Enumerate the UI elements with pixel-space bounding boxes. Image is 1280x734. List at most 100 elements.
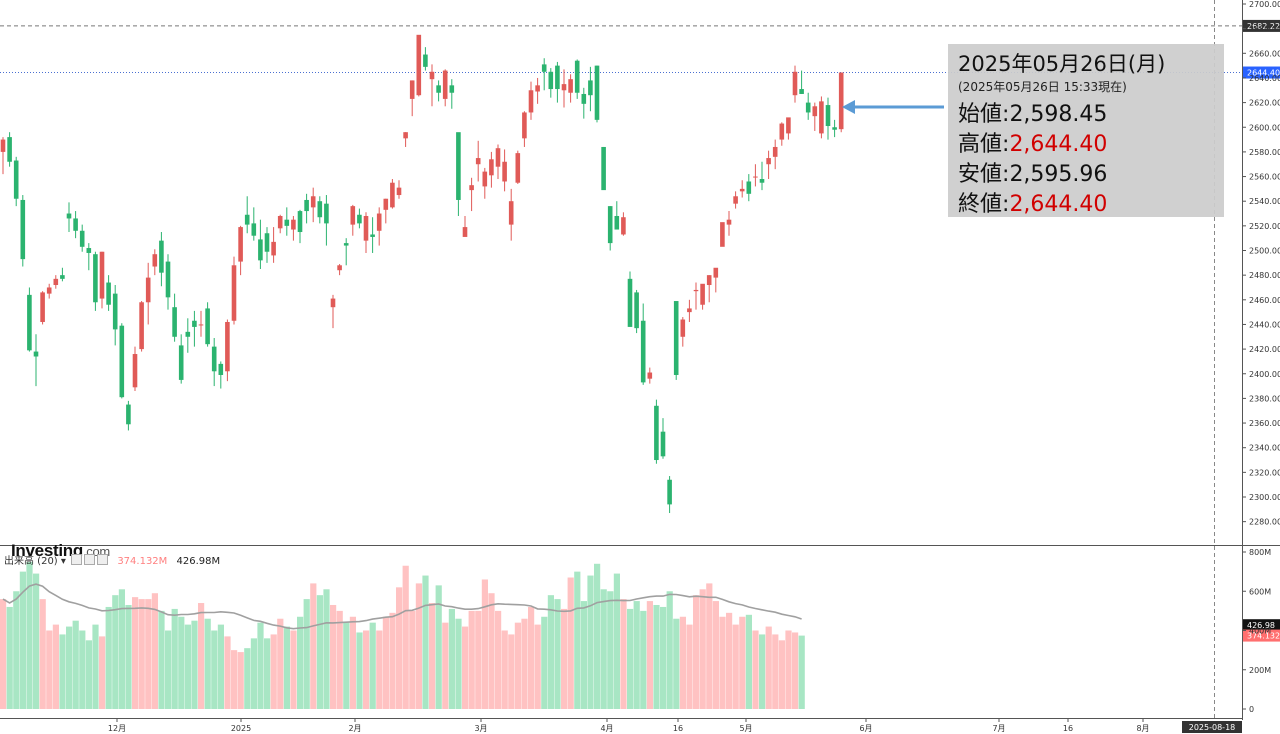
candle-body bbox=[792, 71, 798, 96]
close-icon[interactable] bbox=[97, 554, 109, 565]
volume-bar bbox=[178, 616, 185, 709]
volume-bar bbox=[145, 599, 152, 709]
time-tick-label: 3月 bbox=[474, 724, 487, 733]
candle-body bbox=[799, 89, 804, 94]
volume-bar bbox=[547, 595, 554, 709]
candle-body bbox=[99, 251, 105, 299]
candle-body bbox=[502, 161, 507, 182]
candle-body bbox=[522, 112, 527, 139]
volume-bar bbox=[686, 624, 693, 709]
volume-bar bbox=[290, 630, 297, 709]
volume-bar bbox=[541, 616, 548, 709]
info-open-row: 始値:2,598.45 bbox=[958, 96, 1107, 128]
volume-bar bbox=[151, 593, 158, 709]
volume-bar bbox=[429, 603, 436, 709]
candle-body bbox=[291, 219, 296, 230]
candle-body bbox=[423, 54, 428, 67]
time-tick-label: 16 bbox=[1063, 724, 1073, 733]
info-low-label: 安値 bbox=[958, 162, 1003, 187]
volume-bar bbox=[26, 561, 33, 709]
info-close-row: 終値:2,644.40 bbox=[958, 186, 1107, 218]
candle-body bbox=[832, 127, 837, 130]
candle-body bbox=[555, 65, 560, 90]
volume-bar bbox=[343, 622, 350, 709]
candle-body bbox=[779, 123, 785, 140]
volume-bar bbox=[323, 589, 330, 709]
volume-bar bbox=[125, 604, 132, 709]
time-tick-label: 2025 bbox=[231, 724, 251, 733]
volume-bar bbox=[369, 622, 376, 709]
volume-bar bbox=[237, 652, 244, 709]
time-tick-label: 4月 bbox=[600, 724, 613, 733]
candle-body bbox=[449, 85, 455, 93]
candle-body bbox=[786, 117, 791, 134]
info-open-value: 2,598.45 bbox=[1009, 102, 1108, 127]
info-sep: : bbox=[1002, 192, 1010, 217]
price-tick-label: 2480.00 bbox=[1249, 271, 1280, 280]
candle-body bbox=[607, 206, 613, 244]
candle-body bbox=[462, 227, 468, 237]
candle-body bbox=[119, 325, 125, 398]
candle-body bbox=[244, 214, 250, 225]
price-tick-label: 2540.00 bbox=[1249, 197, 1280, 206]
volume-last-label-bg bbox=[1243, 629, 1280, 642]
settings-icon[interactable] bbox=[84, 554, 96, 565]
volume-bar bbox=[528, 606, 535, 709]
volume-bar bbox=[191, 620, 198, 709]
candle-body bbox=[343, 243, 349, 246]
volume-bar bbox=[534, 624, 541, 709]
volume-bar bbox=[217, 624, 224, 709]
candle-body bbox=[548, 71, 554, 90]
candle-body bbox=[687, 308, 692, 313]
volume-bar bbox=[600, 589, 607, 709]
chevron-down-icon[interactable]: ▾ bbox=[60, 556, 66, 567]
volume-bar bbox=[699, 589, 706, 709]
time-tick-label: 7月 bbox=[992, 724, 1005, 733]
price-tick-label: 2680.00 bbox=[1249, 25, 1280, 34]
volume-bar bbox=[349, 616, 356, 709]
price-tick-label: 2360.00 bbox=[1249, 419, 1280, 428]
info-as-of: (2025年05月26日 15:33現在) bbox=[958, 80, 1127, 94]
volume-bar bbox=[363, 630, 370, 709]
candle-body bbox=[370, 234, 375, 237]
candle-body bbox=[390, 182, 395, 208]
price-tick-label: 2600.00 bbox=[1249, 123, 1280, 132]
volume-bar bbox=[587, 575, 594, 709]
candle-body bbox=[264, 233, 270, 252]
candle-body bbox=[647, 372, 653, 379]
volume-bar bbox=[6, 606, 13, 709]
volume-bar bbox=[52, 624, 59, 709]
volume-bar bbox=[435, 585, 442, 709]
volume-bar bbox=[118, 589, 125, 709]
price-tick-label: 2700.00 bbox=[1249, 0, 1280, 9]
candle-body bbox=[541, 64, 547, 72]
candle-body bbox=[66, 213, 72, 219]
volume-bar bbox=[481, 579, 488, 709]
volume-bar bbox=[798, 635, 805, 709]
candle-body bbox=[515, 153, 521, 183]
last-price-label-bg bbox=[1243, 66, 1280, 79]
candle-body bbox=[27, 294, 32, 351]
candle-body bbox=[456, 132, 461, 200]
candle-body bbox=[277, 215, 283, 229]
candle-body bbox=[706, 275, 712, 286]
volume-bar bbox=[752, 630, 759, 709]
candle-body bbox=[330, 298, 336, 308]
volume-bar bbox=[508, 634, 515, 709]
eye-icon[interactable] bbox=[71, 554, 83, 565]
volume-bar bbox=[99, 636, 106, 709]
price-tick-label: 2320.00 bbox=[1249, 468, 1280, 477]
volume-bar bbox=[488, 593, 495, 709]
price-tick-label: 2380.00 bbox=[1249, 394, 1280, 403]
volume-bar bbox=[382, 616, 389, 709]
volume-legend-value2: 426.98M bbox=[176, 556, 221, 567]
volume-bar bbox=[455, 618, 462, 709]
volume-bar bbox=[646, 601, 653, 709]
volume-bar bbox=[567, 577, 574, 709]
candle-body bbox=[614, 215, 620, 230]
volume-bar bbox=[211, 630, 218, 709]
candle-body bbox=[350, 206, 356, 225]
volume-bar bbox=[310, 583, 317, 709]
candle-body bbox=[634, 292, 639, 329]
